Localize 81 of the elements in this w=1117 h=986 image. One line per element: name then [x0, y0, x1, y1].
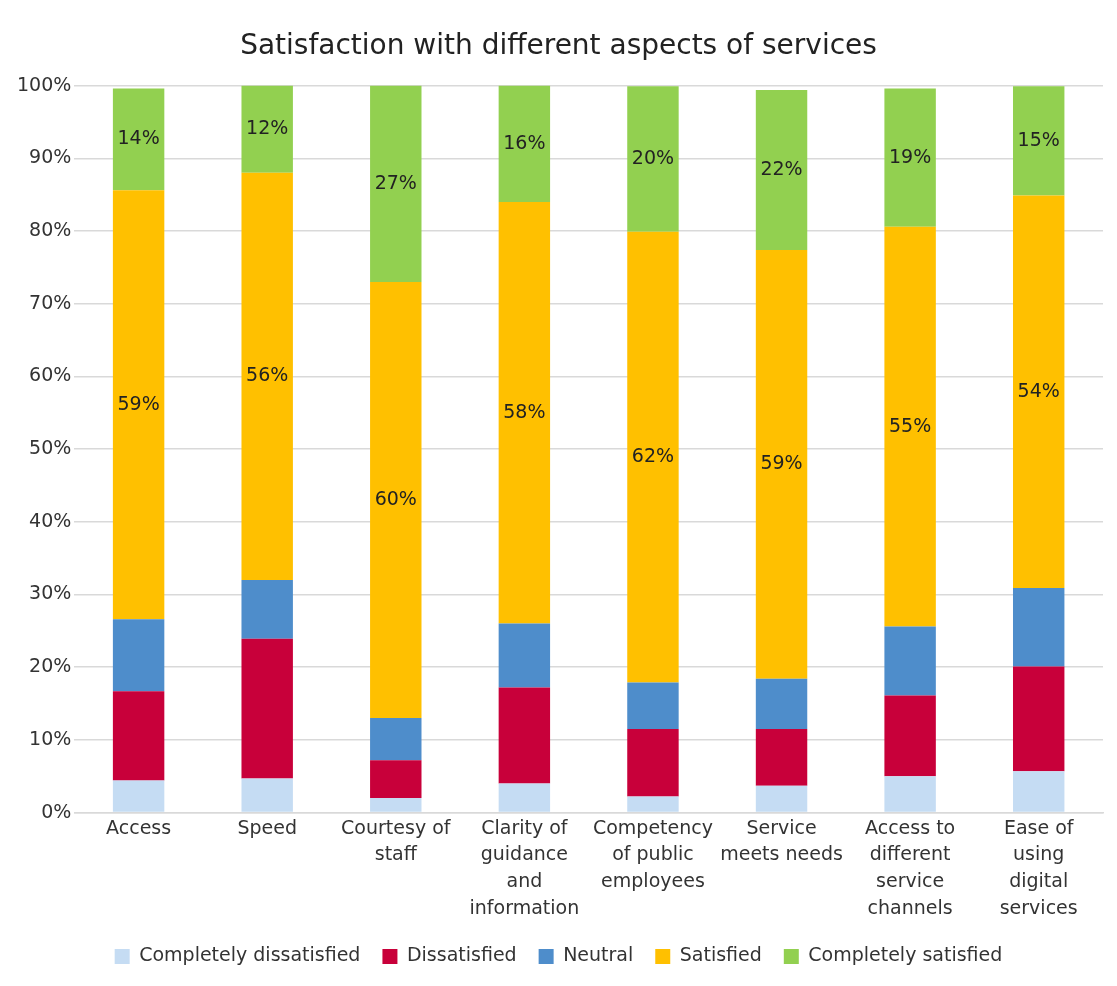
data-label: 22%	[760, 156, 803, 179]
x-tick-label: Access to different service channels	[865, 815, 956, 918]
bar	[627, 231, 679, 683]
legend-label: Neutral	[563, 943, 634, 966]
data-label: 27%	[374, 170, 417, 193]
bar	[112, 88, 165, 191]
bar	[498, 687, 551, 784]
bar	[755, 249, 808, 679]
bar	[627, 796, 679, 812]
chart-title: Satisfaction with different aspects of services	[240, 28, 877, 62]
bar	[498, 85, 551, 202]
data-label: 58%	[503, 399, 546, 422]
y-tick-label: 10%	[29, 726, 72, 749]
x-tick-label: Courtesy of staff	[341, 815, 452, 865]
data-label: 20%	[631, 145, 675, 168]
y-tick-label: 30%	[29, 581, 72, 604]
x-tick-label: Service meets needs	[720, 815, 843, 865]
bar	[241, 778, 293, 812]
legend-label: Completely dissatisfied	[139, 943, 361, 966]
data-label: 14%	[117, 126, 160, 149]
data-label: 19%	[889, 144, 932, 167]
data-label: 54%	[1017, 378, 1060, 401]
x-tick-label: Competency of public employees	[592, 815, 713, 892]
data-label: 59%	[117, 391, 160, 414]
data-label: 59%	[760, 451, 803, 474]
bar	[755, 678, 808, 729]
bar	[112, 190, 165, 620]
bar	[1012, 587, 1065, 667]
data-label: 55%	[889, 413, 932, 436]
bar	[1012, 771, 1065, 812]
y-tick-label: 70%	[29, 290, 72, 313]
bar	[755, 89, 808, 250]
bar	[498, 623, 551, 688]
bar	[370, 798, 422, 812]
y-tick-label: 0%	[41, 799, 72, 822]
legend-label: Completely satisfied	[808, 943, 1003, 966]
y-tick-label: 90%	[29, 145, 72, 168]
bar	[241, 172, 293, 580]
bar	[884, 776, 936, 812]
bar	[370, 85, 422, 282]
bar	[884, 626, 936, 696]
bar	[884, 695, 936, 777]
bar	[370, 760, 422, 799]
bar	[884, 226, 936, 627]
bar	[884, 88, 936, 227]
bar	[627, 682, 679, 729]
data-label: 15%	[1017, 127, 1060, 150]
x-tick-label: Ease of using digital services	[999, 815, 1078, 918]
bar	[241, 579, 293, 639]
legend-label: Satisfied	[679, 943, 762, 966]
bar	[241, 638, 293, 779]
data-label: 12%	[246, 116, 289, 139]
y-tick-label: 80%	[29, 217, 72, 240]
y-tick-label: 50%	[29, 436, 72, 459]
bar	[112, 780, 165, 812]
data-label: 60%	[374, 486, 417, 509]
data-label: 56%	[246, 363, 289, 386]
x-tick-label: Access	[106, 815, 172, 838]
data-label: 62%	[631, 444, 675, 467]
bar	[498, 783, 551, 812]
bar	[1012, 195, 1065, 588]
y-tick-label: 60%	[29, 363, 72, 386]
bar	[755, 785, 808, 812]
bar	[112, 619, 165, 692]
bar	[755, 729, 808, 786]
bar	[498, 201, 551, 624]
y-tick-label: 40%	[29, 508, 72, 531]
bar	[627, 86, 679, 232]
bar	[627, 729, 679, 797]
y-tick-label: 20%	[29, 654, 72, 677]
bar	[370, 718, 422, 761]
x-tick-label: Speed	[237, 815, 297, 838]
x-tick-label: Clarity of guidance and information	[469, 815, 580, 918]
y-tick-label: 100%	[16, 72, 72, 95]
bar	[1012, 86, 1065, 196]
bar	[1012, 666, 1065, 772]
bar	[241, 85, 293, 173]
bar	[112, 691, 165, 781]
bar	[370, 281, 422, 719]
data-label: 16%	[503, 130, 546, 153]
legend-label: Dissatisfied	[406, 943, 517, 966]
